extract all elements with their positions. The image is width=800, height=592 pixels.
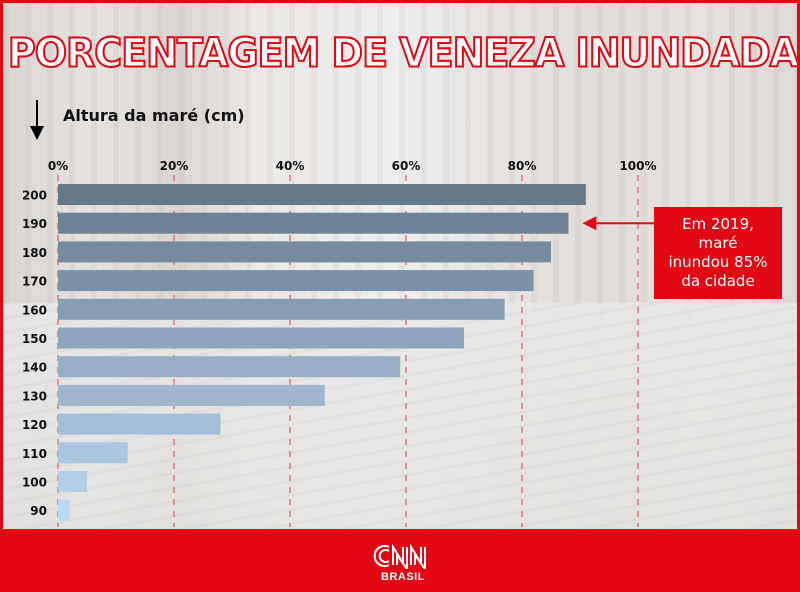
y-tick-label: 110 <box>22 447 47 461</box>
annotation-arrow-head <box>582 216 597 231</box>
y-tick-label: 130 <box>22 389 47 403</box>
bar <box>58 499 70 521</box>
bar <box>58 298 505 320</box>
y-axis-title: Altura da maré (cm) <box>63 106 245 125</box>
annotation-line: da cidade <box>681 272 755 290</box>
brand-subtitle: BRASIL <box>381 571 425 583</box>
bar <box>58 241 551 263</box>
annotation-callout: Em 2019, maré inundou 85% da cidade <box>654 207 782 299</box>
y-tick-label: 170 <box>22 275 47 289</box>
y-tick-label: 90 <box>30 504 47 518</box>
bar <box>58 356 401 378</box>
x-tick-label: 100% <box>619 159 656 173</box>
cnn-logo-icon <box>373 543 426 569</box>
annotation-line: maré <box>698 234 738 252</box>
bar <box>58 327 464 349</box>
x-tick-label: 40% <box>276 159 305 173</box>
x-tick-label: 20% <box>160 159 189 173</box>
annotation-line: inundou 85% <box>668 253 768 271</box>
y-tick-label: 190 <box>22 217 47 231</box>
y-tick-label: 180 <box>22 246 47 260</box>
bar <box>58 471 87 492</box>
y-tick-label: 140 <box>22 361 47 375</box>
bar-chart: 0% 20% 40% 60% 80% 100% 200 190 180 170 160 150 140 1… <box>22 159 657 527</box>
bar <box>58 442 128 464</box>
x-tick-label: 80% <box>508 159 537 173</box>
y-tick-label: 150 <box>22 332 47 346</box>
y-tick-label: 200 <box>22 189 47 203</box>
y-tick-label: 160 <box>22 303 47 317</box>
chart-title: PORCENTAGEM DE VENEZA INUNDADA <box>7 29 799 77</box>
down-arrow-icon <box>30 100 44 140</box>
bar <box>58 212 569 234</box>
x-tick-label: 60% <box>392 159 421 173</box>
bar <box>58 384 325 406</box>
x-tick-label: 0% <box>48 159 68 173</box>
annotation-line: Em 2019, <box>682 215 754 233</box>
y-tick-label: 100 <box>22 476 47 490</box>
bar <box>58 270 534 292</box>
y-tick-label: 120 <box>22 418 47 432</box>
bar <box>58 184 586 205</box>
bar <box>58 413 221 435</box>
